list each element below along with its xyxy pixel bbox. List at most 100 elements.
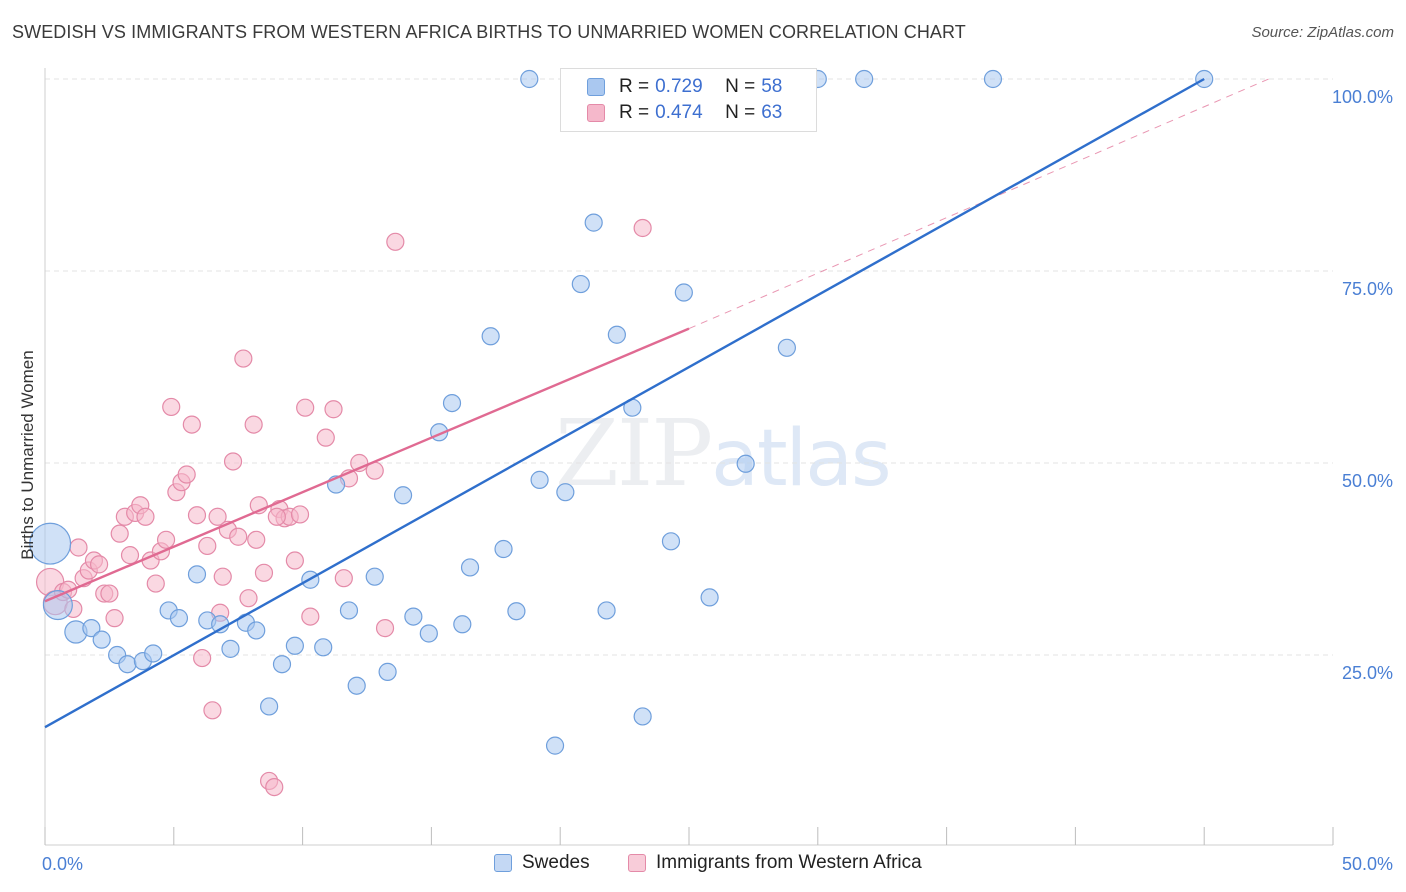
data-point-swedes <box>507 602 526 621</box>
data-point-swedes <box>404 607 423 626</box>
data-point-western-africa <box>285 551 304 570</box>
data-point-western-africa <box>229 527 248 546</box>
data-point-western-africa <box>193 648 212 668</box>
data-point-swedes <box>378 662 397 681</box>
chart-source: Source: ZipAtlas.com <box>1251 24 1394 41</box>
data-point-swedes <box>285 636 304 655</box>
y-tick-label: 100.0% <box>1332 87 1393 107</box>
data-point-western-africa <box>375 619 395 638</box>
series-immigrants-western-africa <box>35 218 652 797</box>
legend-r-label: R = <box>619 102 650 123</box>
data-point-swedes <box>983 69 1003 89</box>
data-point-swedes <box>674 283 693 302</box>
legend-swatch-western-africa <box>587 104 605 122</box>
data-point-swedes <box>260 697 279 716</box>
data-point-western-africa <box>334 569 353 588</box>
data-point-western-africa <box>110 524 129 543</box>
data-point-swedes <box>530 470 549 489</box>
data-point-western-africa <box>69 538 88 557</box>
y-tick-label: 25.0% <box>1342 663 1393 683</box>
watermark-zip: ZIP <box>555 400 713 507</box>
data-point-swedes <box>442 393 462 413</box>
data-point-swedes <box>272 655 292 674</box>
data-point-western-africa <box>296 398 315 417</box>
data-point-swedes <box>460 558 480 577</box>
data-point-swedes <box>169 609 189 628</box>
data-point-western-africa <box>324 400 343 419</box>
data-point-western-africa <box>386 232 405 251</box>
data-point-swedes <box>520 69 539 89</box>
legend-n-label: N = <box>725 102 756 123</box>
data-point-western-africa <box>198 536 217 556</box>
bottom-legend-label-western-africa: Immigrants from Western Africa <box>656 852 922 873</box>
data-point-western-africa <box>223 452 243 471</box>
data-point-western-africa <box>239 589 258 608</box>
legend-r-value-swedes: 0.729 <box>655 76 703 97</box>
data-point-swedes <box>118 655 137 674</box>
data-point-swedes <box>339 601 359 620</box>
data-point-swedes <box>365 567 384 586</box>
data-point-western-africa <box>208 507 227 526</box>
bottom-legend-swedes: Swedes <box>494 852 590 874</box>
data-point-swedes <box>633 707 652 726</box>
data-point-western-africa <box>105 609 124 628</box>
legend-n-value-western-africa: 63 <box>761 102 783 123</box>
data-point-swedes <box>556 483 575 502</box>
data-point-swedes <box>607 325 626 344</box>
data-point-swedes <box>584 213 603 232</box>
watermark: ZIPatlas <box>555 400 892 507</box>
data-point-western-africa <box>254 563 274 582</box>
data-point-swedes <box>221 639 240 658</box>
data-point-swedes <box>393 486 413 505</box>
data-point-western-africa <box>120 546 140 565</box>
data-point-swedes <box>247 621 266 640</box>
y-axis-label: Births to Unmarried Women <box>18 350 37 560</box>
bottom-legend-label-swedes: Swedes <box>522 852 590 873</box>
data-point-western-africa <box>633 218 652 238</box>
data-point-western-africa <box>265 777 284 797</box>
bottom-legend-western-africa: Immigrants from Western Africa <box>628 852 922 874</box>
data-point-western-africa <box>301 607 320 626</box>
trend-line-western-africa <box>44 327 690 603</box>
legend-row-western-africa: R = 0.474 N = 63 <box>587 101 782 125</box>
data-point-western-africa <box>162 397 181 417</box>
x-tick-label: 50.0% <box>1342 854 1393 874</box>
tick-labels: 25.0% 50.0% 75.0% 100.0% 0.0% 50.0% <box>42 87 1393 874</box>
legend-r-label: R = <box>619 76 650 97</box>
data-point-swedes <box>347 676 366 695</box>
data-point-swedes <box>597 601 616 620</box>
data-point-western-africa <box>182 415 201 434</box>
y-tick-label: 75.0% <box>1342 279 1393 299</box>
data-point-swedes <box>545 736 565 755</box>
trend-lines <box>44 77 1269 729</box>
data-point-swedes <box>700 588 719 607</box>
correlation-legend: R = 0.729 N = 58 R = 0.474 N = 63 <box>560 68 817 132</box>
data-point-swedes <box>29 522 72 565</box>
data-point-swedes <box>314 638 333 657</box>
legend-row-swedes: R = 0.729 N = 58 <box>587 75 782 99</box>
data-point-swedes <box>661 532 681 551</box>
data-point-swedes <box>419 624 438 643</box>
data-point-western-africa <box>156 530 176 549</box>
data-point-swedes <box>855 69 874 89</box>
data-point-swedes <box>777 338 796 357</box>
data-point-swedes <box>187 565 207 584</box>
data-point-swedes <box>82 619 101 638</box>
data-point-western-africa <box>267 507 286 526</box>
data-point-swedes <box>92 630 111 649</box>
y-tick-label: 50.0% <box>1342 471 1393 491</box>
data-point-western-africa <box>89 555 109 574</box>
legend-n-value-swedes: 58 <box>761 76 783 97</box>
data-point-western-africa <box>177 465 196 484</box>
legend-n-label: N = <box>725 76 756 97</box>
x-tick-label: 0.0% <box>42 854 83 874</box>
legend-r-value-western-africa: 0.474 <box>655 102 703 123</box>
data-point-western-africa <box>290 505 310 524</box>
data-point-western-africa <box>187 506 207 525</box>
data-point-swedes <box>571 274 590 294</box>
data-point-swedes <box>453 615 472 634</box>
data-point-western-africa <box>234 349 253 368</box>
data-point-western-africa <box>136 507 155 526</box>
bottom-legend-swatch-western-africa <box>628 854 646 872</box>
